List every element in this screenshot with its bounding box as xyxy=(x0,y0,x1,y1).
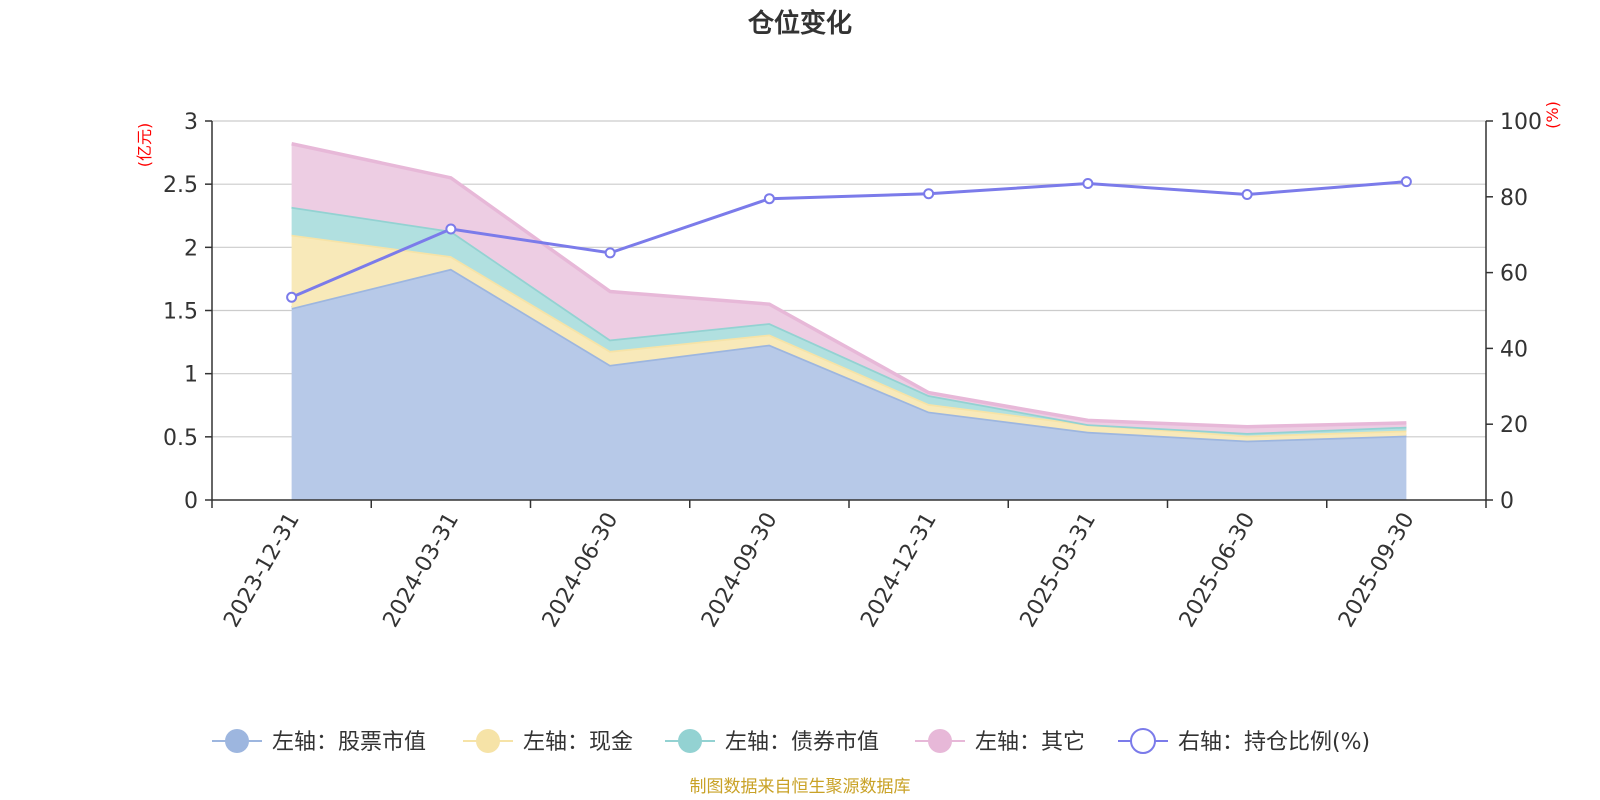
legend-marker xyxy=(928,729,952,753)
area-1 xyxy=(291,268,1407,500)
chart-title: 仓位变化 xyxy=(747,8,852,39)
x-axis-label: 2025-06-30 xyxy=(1175,509,1261,632)
right-axis-tick-label: 80 xyxy=(1500,186,1528,211)
ratio-point xyxy=(1400,176,1412,188)
left-axis-tick-label: 0 xyxy=(184,489,198,514)
left-axis-tick-label: 1 xyxy=(184,363,198,388)
x-axis-label: 2024-03-31 xyxy=(378,509,464,632)
left-axis-tick-label: 0.5 xyxy=(163,426,198,451)
ratio-point xyxy=(1082,178,1094,190)
x-axis-label: 2024-06-30 xyxy=(538,509,624,632)
left-axis-tick-label: 2.5 xyxy=(163,173,198,198)
ratio-point xyxy=(1241,189,1253,201)
x-axis-label: 2024-12-31 xyxy=(856,509,942,632)
right-axis-tick-label: 20 xyxy=(1500,413,1528,438)
legend-item: 左轴：其它 xyxy=(915,729,1085,755)
ratio-point xyxy=(286,291,298,303)
legend-marker xyxy=(476,729,500,753)
legend-item: 左轴：现金 xyxy=(463,729,633,755)
ratio-point xyxy=(923,188,935,200)
right-axis-unit: (%) xyxy=(1543,101,1562,129)
area-3 xyxy=(291,206,1407,436)
ratio-line xyxy=(291,180,1407,299)
left-axis-unit: (亿元) xyxy=(135,123,154,168)
legend-label: 左轴：股票市值 xyxy=(272,730,426,755)
legend: 左轴：股票市值 左轴：现金 左轴：债券市值 左轴：其它 右轴：持仓比例(%) xyxy=(212,728,1370,755)
ratio-point xyxy=(604,247,616,259)
legend-marker xyxy=(225,729,249,753)
left-axis-tick-label: 3 xyxy=(184,110,198,135)
x-axis-label: 2025-09-30 xyxy=(1334,509,1420,632)
legend-item: 右轴：持仓比例(%) xyxy=(1118,728,1370,755)
x-axis-label: 2023-12-31 xyxy=(219,509,305,632)
right-axis-tick-label: 100 xyxy=(1500,110,1542,135)
left-axis-tick-label: 1.5 xyxy=(163,300,198,325)
left-axis-tick-label: 2 xyxy=(184,236,198,261)
legend-marker xyxy=(1130,728,1156,754)
legend-item: 左轴：债券市值 xyxy=(665,729,879,755)
right-axis-tick-label: 40 xyxy=(1500,337,1528,362)
stacked-areas xyxy=(291,142,1407,500)
ratio-point xyxy=(763,193,775,205)
legend-label: 左轴：现金 xyxy=(523,730,633,755)
area-edge-4 xyxy=(291,142,1407,429)
x-axis-label: 2024-09-30 xyxy=(697,509,783,632)
legend-marker xyxy=(678,729,702,753)
legend-item: 左轴：股票市值 xyxy=(212,729,426,755)
x-axis-label: 2025-03-31 xyxy=(1015,509,1101,632)
area-2 xyxy=(291,234,1407,441)
legend-label: 左轴：债券市值 xyxy=(725,730,879,755)
area-4 xyxy=(291,143,1407,434)
source-note: 制图数据来自恒生聚源数据库 xyxy=(690,777,911,797)
right-axis-tick-label: 0 xyxy=(1500,489,1514,514)
right-axis-tick-label: 60 xyxy=(1500,262,1528,287)
ratio-line-layer xyxy=(286,176,1412,303)
legend-label: 左轴：其它 xyxy=(975,730,1085,755)
ratio-point xyxy=(445,223,457,235)
legend-label: 右轴：持仓比例(%) xyxy=(1178,730,1370,755)
